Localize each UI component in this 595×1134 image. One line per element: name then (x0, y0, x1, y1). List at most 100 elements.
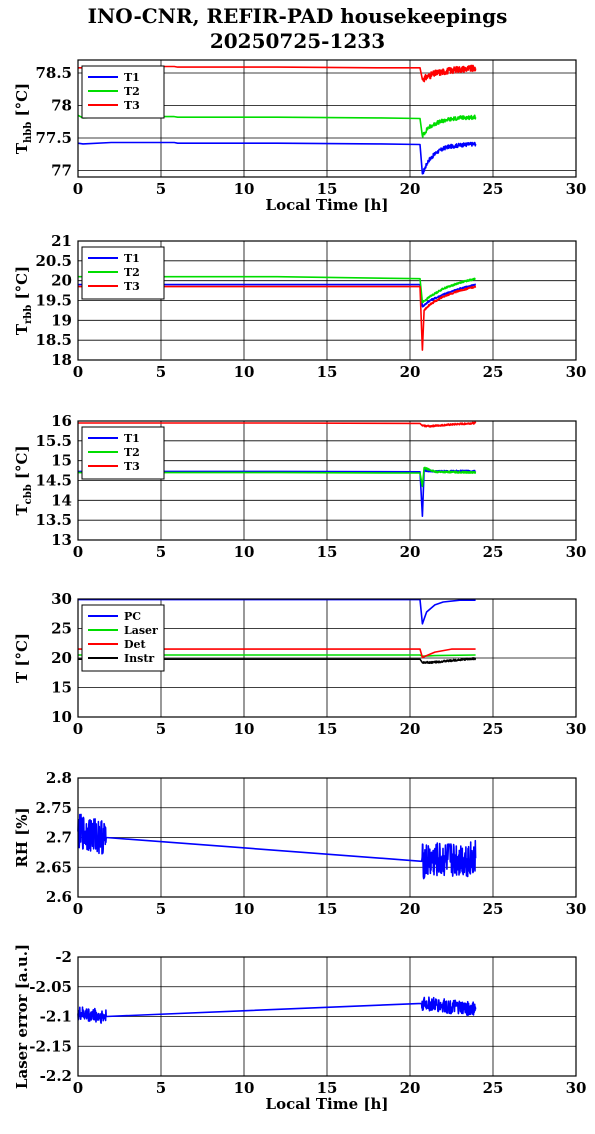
x-tick-label: 15 (317, 1079, 338, 1097)
legend-label-pc: PC (124, 610, 141, 623)
x-axis-label: Local Time [h] (266, 1095, 389, 1113)
legend-label-t2: T2 (124, 446, 140, 459)
series-line-det (78, 648, 476, 659)
y-tick-label: 18.5 (35, 331, 72, 349)
y-tick-label: 13.5 (35, 511, 72, 529)
x-tick-label: 20 (400, 180, 421, 198)
chart-panel-5: 0 5 10 15 20 25 30 2.6 2.65 2.7 2.75 2.8 RH [%] (13, 769, 586, 918)
y-axis-label: Trbb [°C] (13, 266, 34, 335)
x-tick-label: 20 (400, 1079, 421, 1097)
x-tick-label: 5 (156, 363, 166, 381)
x-tick-label: 30 (566, 543, 587, 561)
x-tick-label: 5 (156, 543, 166, 561)
y-tick-label: 13 (51, 531, 72, 549)
series-line-t2 (78, 275, 477, 304)
legend-label-det: Det (124, 638, 147, 651)
x-tick-label: 25 (483, 180, 504, 198)
x-tick-label: 20 (400, 720, 421, 738)
x-tick-label: 20 (400, 543, 421, 561)
y-axis-label: Thbb [°C] (13, 83, 34, 154)
series-line-data (77, 996, 477, 1024)
plot-frame (77, 240, 577, 361)
x-tick-label: 30 (566, 900, 587, 918)
y-tick-label: 78.5 (35, 64, 72, 82)
series-line-t1 (78, 283, 477, 308)
y-tick-label: 15.5 (35, 432, 72, 450)
x-tick-label: 30 (566, 180, 587, 198)
x-tick-label: 15 (317, 720, 338, 738)
y-axis-label: T [°C] (13, 633, 31, 683)
series-line-instr (78, 657, 477, 664)
x-tick-label: 25 (483, 720, 504, 738)
chart-panel-4: 0 5 10 15 20 25 30 10 15 20 25 30 T [°C] PCLaserDetIn… (13, 590, 586, 738)
legend-label-t1: T1 (124, 432, 140, 445)
legend-label-t2: T2 (124, 85, 140, 98)
x-tick-label: 0 (73, 180, 83, 198)
y-tick-label: 2.65 (35, 858, 72, 876)
x-tick-label: 5 (156, 1079, 166, 1097)
x-tick-label: 15 (317, 543, 338, 561)
x-tick-label: 10 (234, 1079, 255, 1097)
legend-label-t3: T3 (124, 99, 140, 112)
series-line-data (77, 813, 477, 880)
y-tick-label: 16 (51, 412, 72, 430)
figure-subtitle: 20250725-1233 (209, 29, 386, 53)
y-tick-label: 2.75 (35, 799, 72, 817)
y-tick-label: 2.7 (46, 829, 72, 847)
x-tick-label: 5 (156, 720, 166, 738)
y-tick-label: 14 (51, 491, 72, 509)
series-line-t3 (78, 285, 477, 351)
x-tick-label: 30 (566, 363, 587, 381)
series-line-t2 (78, 466, 477, 488)
y-tick-label: 14.5 (35, 472, 72, 490)
y-tick-label: -2.05 (29, 978, 72, 996)
x-axis-label: Local Time [h] (266, 196, 389, 214)
x-tick-label: 0 (73, 900, 83, 918)
x-tick-label: 10 (234, 543, 255, 561)
series-line-t2 (77, 114, 477, 138)
x-tick-label: 30 (566, 720, 587, 738)
y-tick-label: 78 (51, 97, 72, 115)
x-tick-label: 25 (483, 900, 504, 918)
legend-label-t3: T3 (124, 460, 140, 473)
x-tick-label: 15 (317, 900, 338, 918)
y-tick-label: 19.5 (35, 292, 72, 310)
y-tick-label: -2 (55, 948, 72, 966)
x-tick-label: 15 (317, 363, 338, 381)
x-tick-label: 0 (73, 720, 83, 738)
y-tick-label: -2.2 (40, 1067, 72, 1085)
x-tick-label: 25 (483, 363, 504, 381)
x-tick-label: 10 (234, 900, 255, 918)
x-tick-label: 10 (234, 720, 255, 738)
x-tick-label: 15 (317, 180, 338, 198)
y-tick-label: 21 (51, 232, 72, 250)
legend-label-laser: Laser (124, 624, 158, 637)
x-tick-label: 25 (483, 543, 504, 561)
x-tick-label: 0 (73, 1079, 83, 1097)
x-tick-label: 10 (234, 180, 255, 198)
y-tick-label: 18 (51, 351, 72, 369)
x-tick-label: 20 (400, 900, 421, 918)
y-tick-label: 2.8 (46, 769, 72, 787)
y-tick-label: -2.1 (40, 1008, 72, 1026)
y-tick-label: 19 (51, 311, 72, 329)
x-tick-label: 10 (234, 363, 255, 381)
y-tick-label: 77.5 (35, 129, 72, 147)
y-tick-label: 10 (51, 708, 72, 726)
legend-label-t3: T3 (124, 280, 140, 293)
x-tick-label: 30 (566, 1079, 587, 1097)
legend-label-instr: Instr (124, 652, 154, 665)
series-line-t3 (78, 421, 477, 428)
y-tick-label: -2.15 (29, 1037, 72, 1055)
y-tick-label: 77 (51, 162, 72, 180)
x-tick-label: 25 (483, 1079, 504, 1097)
y-axis-label: Tcbb [°C] (13, 445, 34, 515)
legend-label-t1: T1 (124, 71, 140, 84)
